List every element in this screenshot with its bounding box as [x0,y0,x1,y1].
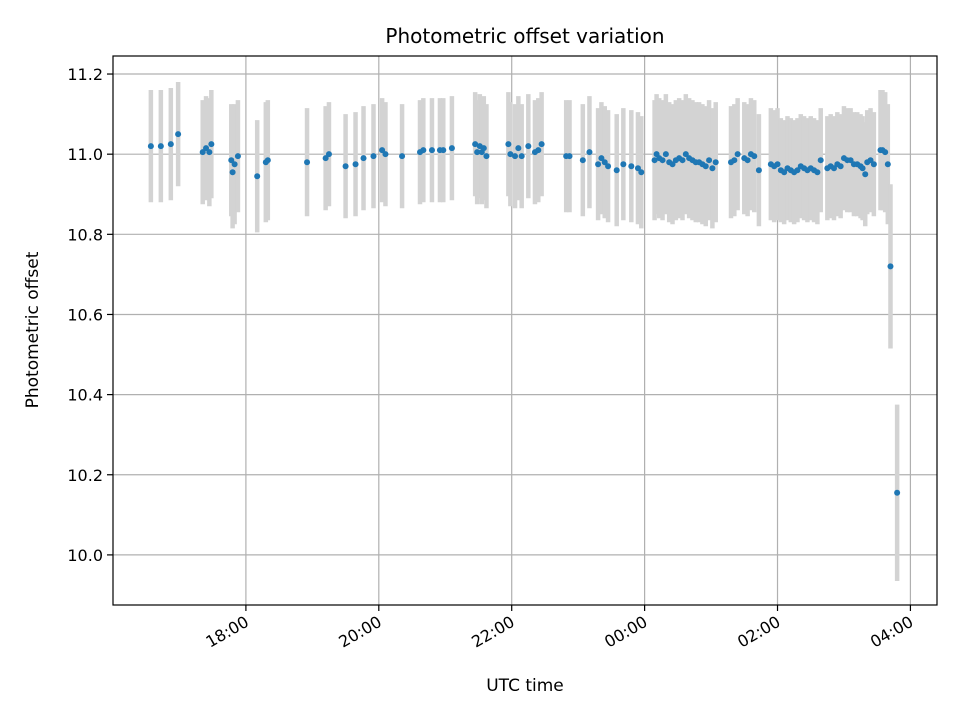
data-point [731,157,738,164]
data-point [428,147,435,154]
data-point [525,143,532,150]
data-point [679,157,686,164]
data-point [264,157,271,164]
y-tick-label: 10.0 [67,546,103,565]
data-point [702,163,709,170]
data-point [228,157,235,164]
data-point [709,165,716,172]
data-point [751,153,758,160]
data-point [651,157,658,164]
data-point [887,263,894,270]
data-point [659,157,666,164]
data-point [206,149,213,156]
data-point [199,149,206,156]
data-point [234,153,241,160]
data-point [440,147,447,154]
data-point [538,141,545,148]
data-point [203,145,210,152]
data-point [755,167,762,174]
data-point [859,165,866,172]
data-point [147,143,154,150]
y-axis-ticks: 10.0 10.2 10.4 10.6 10.8 11.0 11.2 [67,65,113,565]
y-axis-label: Photometric offset [23,251,43,408]
data-point [448,145,455,152]
data-point [781,169,788,176]
data-point [254,173,261,180]
data-point [518,153,525,160]
data-point [342,163,349,170]
data-point [505,141,512,148]
data-point [322,155,329,162]
data-point [325,151,332,158]
data-point [157,143,164,150]
data-point [352,161,359,168]
data-point [360,155,367,162]
data-point [507,151,514,158]
data-point [480,145,487,152]
data-point [167,141,174,148]
data-point [682,151,689,158]
data-point [512,153,519,160]
data-points [147,131,901,496]
data-point [601,159,608,166]
data-point [175,131,182,138]
data-point [862,171,869,178]
data-point [669,161,676,168]
data-point [579,157,586,164]
data-point [566,153,573,160]
data-point [638,169,645,176]
data-point [847,157,854,164]
data-point [794,167,801,174]
data-point [831,165,837,172]
data-point [595,161,602,168]
data-point [744,157,751,164]
data-point [882,149,889,156]
data-point [712,159,719,166]
data-point [613,167,620,174]
data-point [474,149,481,156]
y-tick-label: 11.2 [67,65,103,84]
data-point [870,161,877,168]
y-tick-label: 11.0 [67,145,103,164]
data-point [515,145,522,152]
y-tick-label: 10.8 [67,225,103,244]
y-tick-label: 10.2 [67,466,103,485]
data-point [734,151,741,158]
data-point [894,489,901,496]
data-point [814,169,821,176]
data-point [535,147,542,154]
data-point [208,141,215,148]
data-point [817,157,824,164]
y-tick-label: 10.4 [67,386,103,405]
data-point [598,155,605,162]
data-point [605,163,612,170]
data-point [620,161,627,168]
data-point [370,153,377,160]
data-point [399,153,406,160]
y-tick-label: 10.6 [67,305,103,324]
data-point [634,165,641,172]
data-point [706,157,713,164]
data-point [628,163,635,170]
data-point [420,147,427,154]
data-point [304,159,311,166]
data-point [231,161,238,168]
data-point [382,151,389,158]
data-point [472,141,479,148]
data-point [483,153,490,160]
data-point [884,161,891,168]
data-point [867,157,874,164]
data-point [586,149,593,156]
x-axis-label: UTC time [486,676,564,696]
chart-title: Photometric offset variation [385,24,664,48]
data-point [774,161,781,168]
data-point [379,147,386,154]
data-point [229,169,236,176]
data-point [662,151,669,158]
data-point [837,163,844,170]
plot-frame [112,55,938,606]
